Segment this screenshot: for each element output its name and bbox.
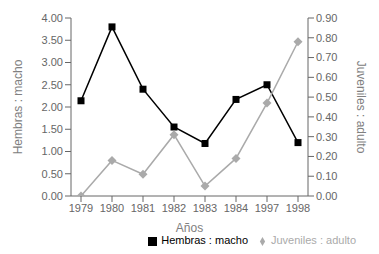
- svg-text:2.00: 2.00: [42, 101, 63, 113]
- svg-text:0.40: 0.40: [316, 111, 337, 123]
- svg-text:Años: Años: [176, 221, 203, 235]
- svg-text:0.80: 0.80: [316, 32, 337, 44]
- svg-text:0.50: 0.50: [316, 91, 337, 103]
- svg-text:1997: 1997: [255, 202, 279, 214]
- svg-text:Hembras : macho: Hembras : macho: [11, 59, 25, 154]
- svg-text:1984: 1984: [224, 202, 248, 214]
- svg-text:0.00: 0.00: [316, 190, 337, 202]
- svg-text:0.90: 0.90: [316, 12, 337, 24]
- svg-text:Juveniles : adulto: Juveniles : adulto: [354, 61, 368, 154]
- svg-text:0.70: 0.70: [316, 51, 337, 63]
- svg-text:1983: 1983: [193, 202, 217, 214]
- svg-text:1.00: 1.00: [42, 145, 63, 157]
- svg-text:2.50: 2.50: [42, 79, 63, 91]
- svg-text:1979: 1979: [69, 202, 93, 214]
- svg-text:3.50: 3.50: [42, 34, 63, 46]
- svg-text:3.00: 3.00: [42, 56, 63, 68]
- svg-text:0.60: 0.60: [316, 71, 337, 83]
- svg-text:0.00: 0.00: [42, 190, 63, 202]
- svg-text:1980: 1980: [100, 202, 124, 214]
- svg-text:0.30: 0.30: [316, 131, 337, 143]
- html-text:Juveniles : adulto: Juveniles : adulto: [271, 234, 356, 246]
- svg-text:1.50: 1.50: [42, 123, 63, 135]
- html-text:Hembras : macho: Hembras : macho: [161, 234, 248, 246]
- svg-text:1981: 1981: [131, 202, 155, 214]
- svg-text:1982: 1982: [162, 202, 186, 214]
- svg-text:0.50: 0.50: [42, 168, 63, 180]
- svg-text:4.00: 4.00: [42, 12, 63, 24]
- svg-text:0.10: 0.10: [316, 170, 337, 182]
- svg-text:1998: 1998: [286, 202, 310, 214]
- svg-text:0.20: 0.20: [316, 150, 337, 162]
